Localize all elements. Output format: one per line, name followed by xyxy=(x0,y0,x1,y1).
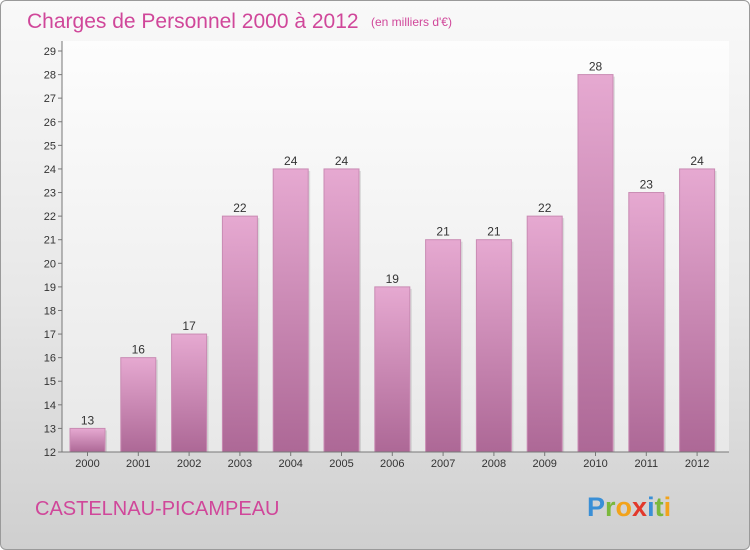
y-tick-label: 12 xyxy=(44,447,56,459)
data-label-2003: 22 xyxy=(233,201,247,215)
y-tick-label: 27 xyxy=(44,93,56,105)
data-label-2002: 17 xyxy=(182,319,196,333)
bar-2005 xyxy=(323,168,360,453)
y-tick-label: 18 xyxy=(44,305,56,317)
bar-2006 xyxy=(374,286,411,453)
logo-letter: P xyxy=(587,492,605,522)
x-tick-label-2008: 2008 xyxy=(482,458,506,470)
bar-2007 xyxy=(425,239,462,453)
bar-2002 xyxy=(171,333,208,453)
y-tick-label: 16 xyxy=(44,353,56,365)
x-tick-label-2003: 2003 xyxy=(228,458,252,470)
y-tick-label: 14 xyxy=(44,400,56,412)
bar-2011 xyxy=(628,192,665,453)
logo-letter: r xyxy=(605,492,616,522)
x-tick-label-2004: 2004 xyxy=(278,458,302,470)
data-label-2004: 24 xyxy=(284,154,298,168)
x-tick-label-2005: 2005 xyxy=(329,458,353,470)
x-tick-label-2009: 2009 xyxy=(532,458,556,470)
data-label-2012: 24 xyxy=(690,154,704,168)
data-label-2006: 19 xyxy=(386,272,400,286)
y-tick-label: 23 xyxy=(44,188,56,200)
data-label-2007: 21 xyxy=(436,225,450,239)
data-label-2005: 24 xyxy=(335,154,349,168)
y-tick-label: 25 xyxy=(44,140,56,152)
y-tick-label: 24 xyxy=(44,164,56,176)
bar-2004 xyxy=(272,168,309,453)
y-tick-label: 26 xyxy=(44,117,56,129)
bar-2008 xyxy=(475,239,512,453)
x-tick-label-2012: 2012 xyxy=(685,458,709,470)
y-tick-label: 21 xyxy=(44,235,56,247)
x-axis: 2000 2001 2002 2003 2004 2005 2006 2007 2008 2009… xyxy=(62,451,729,470)
chart-title: Charges de Personnel 2000 à 2012 xyxy=(27,10,359,33)
y-tick-label: 28 xyxy=(44,70,56,82)
y-tick-label: 13 xyxy=(44,423,56,435)
data-label-2009: 22 xyxy=(538,201,552,215)
x-tick-label-2010: 2010 xyxy=(583,458,607,470)
y-tick-label: 15 xyxy=(44,376,56,388)
logo-letter: x xyxy=(632,492,647,522)
x-tick-label-2002: 2002 xyxy=(177,458,201,470)
data-label-2008: 21 xyxy=(487,225,501,239)
x-tick-label-2006: 2006 xyxy=(380,458,404,470)
chart-subtitle: (en milliers d'€) xyxy=(371,15,452,29)
bar-2010 xyxy=(577,74,614,453)
y-tick-label: 20 xyxy=(44,258,56,270)
data-label-2011: 23 xyxy=(640,178,654,192)
data-label-2010: 28 xyxy=(589,60,603,74)
y-tick-label: 29 xyxy=(44,46,56,58)
x-tick-label-2001: 2001 xyxy=(126,458,150,470)
y-axis: 12 13 14 15 16 17 18 19 20 21 22 23 24 25 26 27 28 29 xyxy=(44,41,63,459)
y-tick-label: 17 xyxy=(44,329,56,341)
bars: 13 16 17 22 24 24 19 21 21 22 28 23 24 xyxy=(69,60,717,453)
bar-2009 xyxy=(526,215,563,453)
data-label-2001: 16 xyxy=(132,343,146,357)
x-tick-label-2007: 2007 xyxy=(431,458,455,470)
y-tick-label: 22 xyxy=(44,211,56,223)
bar-2012 xyxy=(679,168,716,453)
x-tick-label-2000: 2000 xyxy=(75,458,99,470)
proxiti-logo[interactable]: Proxiti xyxy=(587,492,671,522)
data-label-2000: 13 xyxy=(81,413,95,427)
logo-letter: t xyxy=(655,492,664,522)
logo-letter: i xyxy=(647,492,655,522)
commune-name: CASTELNAU-PICAMPEAU xyxy=(35,498,280,520)
bar-2000 xyxy=(69,427,106,453)
x-tick-label-2011: 2011 xyxy=(634,458,658,470)
logo-letter: i xyxy=(664,492,672,522)
y-tick-label: 19 xyxy=(44,282,56,294)
bar-2001 xyxy=(120,357,157,453)
bar-2003 xyxy=(221,215,258,453)
logo-letter: o xyxy=(616,492,633,522)
